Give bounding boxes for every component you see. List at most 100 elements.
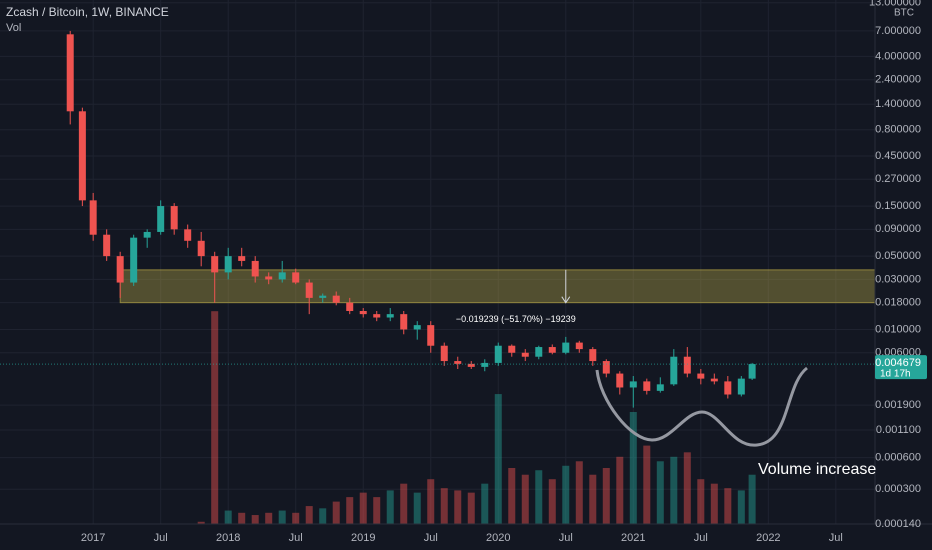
candle-body bbox=[656, 384, 664, 391]
volume-bar bbox=[197, 521, 205, 524]
x-tick-label: 2022 bbox=[756, 532, 780, 544]
candle-body bbox=[683, 356, 691, 374]
candle-body bbox=[78, 111, 86, 201]
volume-bar bbox=[670, 456, 678, 524]
candle-body bbox=[373, 314, 381, 318]
candle-body bbox=[602, 361, 610, 374]
y-tick-label: 13.000000 bbox=[869, 0, 921, 9]
candle-body bbox=[562, 342, 570, 353]
candle-body bbox=[319, 295, 327, 298]
y-tick-label: 0.150000 bbox=[875, 200, 921, 212]
candle-body bbox=[589, 349, 597, 362]
candle-body bbox=[265, 276, 273, 280]
volume-bar bbox=[427, 479, 435, 524]
candle-body bbox=[616, 373, 624, 388]
candle-body bbox=[224, 256, 232, 273]
volume-label: Vol bbox=[6, 22, 21, 34]
x-tick-label: 2021 bbox=[621, 532, 645, 544]
candle-body bbox=[346, 302, 354, 311]
volume-bar bbox=[548, 479, 556, 524]
candle-body bbox=[184, 229, 192, 241]
candle-body bbox=[467, 363, 475, 367]
volume-bar bbox=[535, 470, 543, 524]
y-tick-label: 1.400000 bbox=[875, 98, 921, 110]
volume-bar bbox=[602, 468, 610, 524]
y-tick-label: 2.400000 bbox=[875, 74, 921, 86]
candle-body bbox=[481, 362, 489, 367]
candle-body bbox=[143, 231, 151, 238]
volume-bar bbox=[359, 492, 367, 524]
volume-bar bbox=[224, 510, 232, 524]
volume-layer bbox=[197, 311, 756, 524]
volume-bar bbox=[454, 490, 462, 524]
volume-bar bbox=[521, 474, 529, 524]
candle-body bbox=[170, 206, 178, 230]
candle-body bbox=[737, 378, 745, 395]
candle-body bbox=[66, 34, 74, 112]
x-tick-label: Jul bbox=[694, 532, 708, 544]
x-tick-label: Jul bbox=[289, 532, 303, 544]
drawn-curve bbox=[595, 366, 809, 447]
candle-body bbox=[103, 234, 111, 257]
candle-body bbox=[521, 352, 529, 357]
annotation: Volume increase bbox=[758, 461, 876, 478]
candle-body bbox=[386, 314, 394, 318]
volume-bar bbox=[697, 479, 705, 524]
y-tick-label: 0.050000 bbox=[875, 250, 921, 262]
support-zone bbox=[119, 269, 876, 304]
y-tick-label: 7.000000 bbox=[875, 25, 921, 37]
y-tick-label: 0.010000 bbox=[875, 323, 921, 335]
volume-bar bbox=[616, 456, 624, 524]
volume-bar bbox=[656, 461, 664, 524]
volume-bar bbox=[748, 474, 756, 524]
candle-body bbox=[575, 342, 583, 350]
volume-bar bbox=[386, 490, 394, 524]
candle-body bbox=[251, 260, 259, 277]
volume-bar bbox=[400, 483, 408, 524]
candle-body bbox=[508, 345, 516, 353]
candle-body bbox=[494, 345, 502, 363]
y-tick-label: 0.000600 bbox=[875, 452, 921, 464]
x-tick-label: Jul bbox=[154, 532, 168, 544]
volume-bar bbox=[683, 452, 691, 524]
candle-body bbox=[748, 364, 756, 379]
candle-body bbox=[359, 310, 367, 315]
price-tag bbox=[875, 355, 927, 380]
candle-body bbox=[130, 237, 138, 283]
measure-label: −0.019239 (−51.70%) −19239 bbox=[456, 314, 576, 324]
volume-bar bbox=[278, 510, 286, 524]
y-tick-label: 4.000000 bbox=[875, 50, 921, 62]
candle-body bbox=[724, 381, 732, 395]
candle-body bbox=[292, 272, 300, 283]
chart-title: Zcash / Bitcoin, 1W, BINANCE bbox=[6, 5, 169, 19]
volume-bar bbox=[494, 394, 502, 524]
candle-body bbox=[116, 256, 124, 283]
x-tick-label: 2018 bbox=[216, 532, 240, 544]
candle-body bbox=[697, 373, 705, 379]
x-tick-label: 2017 bbox=[81, 532, 105, 544]
x-tick-label: 2019 bbox=[351, 532, 375, 544]
candle-body bbox=[440, 345, 448, 362]
candle-body bbox=[305, 282, 313, 298]
volume-bar bbox=[373, 497, 381, 524]
volume-bar bbox=[265, 512, 273, 524]
candle-body bbox=[643, 381, 651, 391]
candle-body bbox=[413, 325, 421, 330]
y-tick-label: 0.270000 bbox=[875, 173, 921, 185]
volume-bar bbox=[724, 488, 732, 524]
y-tick-label: 0.001900 bbox=[875, 399, 921, 411]
x-tick-label: Jul bbox=[424, 532, 438, 544]
candle-body bbox=[197, 240, 205, 257]
volume-bar bbox=[413, 492, 421, 524]
candle-body bbox=[332, 295, 340, 303]
measure-arrowhead bbox=[561, 296, 571, 304]
currency: BTC bbox=[894, 8, 914, 19]
volume-bar bbox=[305, 506, 313, 524]
volume-bar bbox=[467, 492, 475, 524]
candle-layer bbox=[66, 30, 756, 408]
volume-bar bbox=[211, 311, 219, 524]
y-tick-label: 0.800000 bbox=[875, 124, 921, 136]
y-tick-label: 0.018000 bbox=[875, 297, 921, 309]
